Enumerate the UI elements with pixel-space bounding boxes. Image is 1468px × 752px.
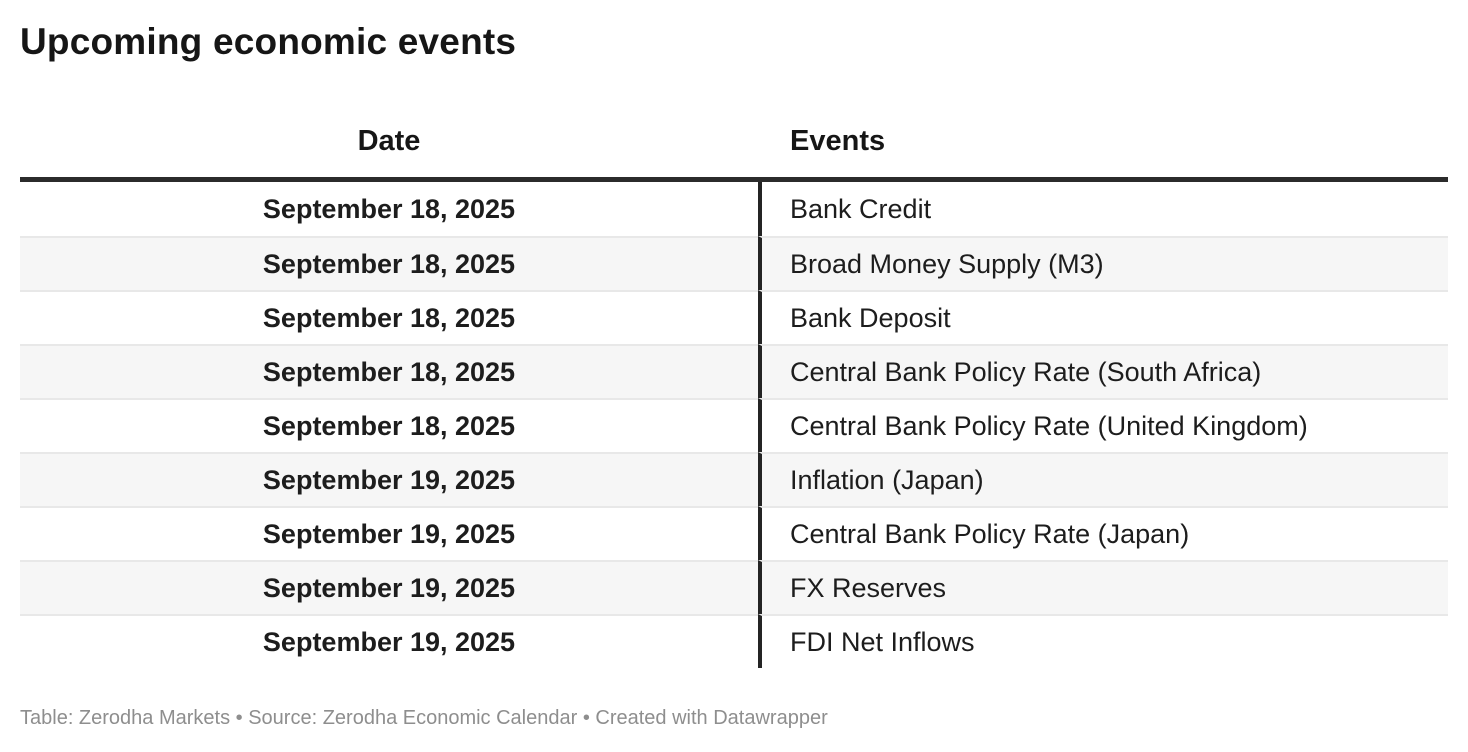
table-visualization: Upcoming economic events Date Events Sep… — [20, 21, 1448, 730]
table-row: September 19, 2025 FDI Net Inflows — [20, 614, 1448, 669]
event-cell: Bank Deposit — [758, 290, 1448, 345]
attribution-footer: Table: Zerodha Markets • Source: Zerodha… — [20, 707, 828, 730]
table-row: September 19, 2025 Inflation (Japan) — [20, 452, 1448, 507]
events-table: Date Events September 18, 2025 Bank Cred… — [20, 94, 1448, 669]
table-body: September 18, 2025 Bank Credit September… — [20, 182, 1448, 669]
column-header-events: Events — [758, 94, 1448, 183]
table-row: September 18, 2025 Bank Credit — [20, 182, 1448, 237]
event-cell: Bank Credit — [758, 182, 1448, 237]
date-cell: September 18, 2025 — [20, 290, 758, 345]
event-cell: Inflation (Japan) — [758, 452, 1448, 507]
date-cell: September 19, 2025 — [20, 560, 758, 615]
table-header: Date Events — [20, 94, 1448, 183]
date-cell: September 18, 2025 — [20, 236, 758, 291]
column-header-date: Date — [20, 94, 758, 183]
date-cell: September 18, 2025 — [20, 398, 758, 453]
date-cell: September 19, 2025 — [20, 614, 758, 669]
table-row: September 18, 2025 Broad Money Supply (M… — [20, 236, 1448, 291]
date-cell: September 18, 2025 — [20, 344, 758, 399]
event-cell: FX Reserves — [758, 560, 1448, 615]
date-cell: September 18, 2025 — [20, 182, 758, 237]
table-row: September 18, 2025 Central Bank Policy R… — [20, 344, 1448, 399]
event-cell: Central Bank Policy Rate (United Kingdom… — [758, 398, 1448, 453]
date-cell: September 19, 2025 — [20, 506, 758, 561]
event-cell: Broad Money Supply (M3) — [758, 236, 1448, 291]
table-row: September 19, 2025 Central Bank Policy R… — [20, 506, 1448, 561]
table-row: September 19, 2025 FX Reserves — [20, 560, 1448, 615]
event-cell: FDI Net Inflows — [758, 614, 1448, 669]
header-row: Date Events — [20, 94, 1448, 183]
table-row: September 18, 2025 Bank Deposit — [20, 290, 1448, 345]
date-cell: September 19, 2025 — [20, 452, 758, 507]
event-cell: Central Bank Policy Rate (South Africa) — [758, 344, 1448, 399]
event-cell: Central Bank Policy Rate (Japan) — [758, 506, 1448, 561]
table-row: September 18, 2025 Central Bank Policy R… — [20, 398, 1448, 453]
page-title: Upcoming economic events — [20, 21, 517, 62]
